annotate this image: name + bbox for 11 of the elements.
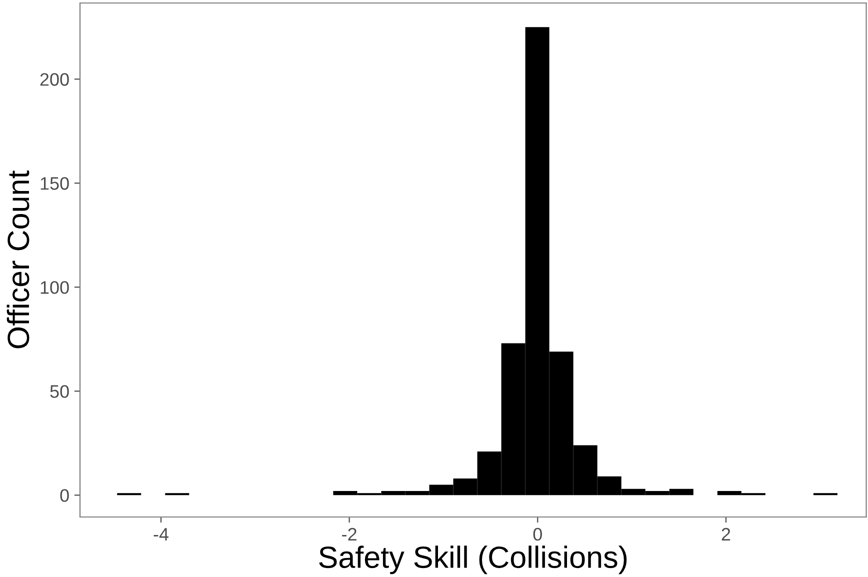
y-tick-label: 50 bbox=[50, 385, 69, 398]
x-tick-label: 2 bbox=[722, 528, 730, 540]
x-tick-label: 0 bbox=[533, 528, 542, 541]
x-tick-label: -2 bbox=[342, 528, 356, 540]
y-tick-label: 0 bbox=[60, 489, 69, 502]
y-axis-title: Officer Count bbox=[6, 170, 30, 348]
y-tick-label: 100 bbox=[40, 281, 69, 294]
x-tick-label: -4 bbox=[154, 528, 168, 540]
x-axis-title: Safety Skill (Collisions) bbox=[319, 546, 627, 574]
y-tick-label: 200 bbox=[40, 73, 69, 86]
y-tick-label: 150 bbox=[40, 177, 69, 190]
